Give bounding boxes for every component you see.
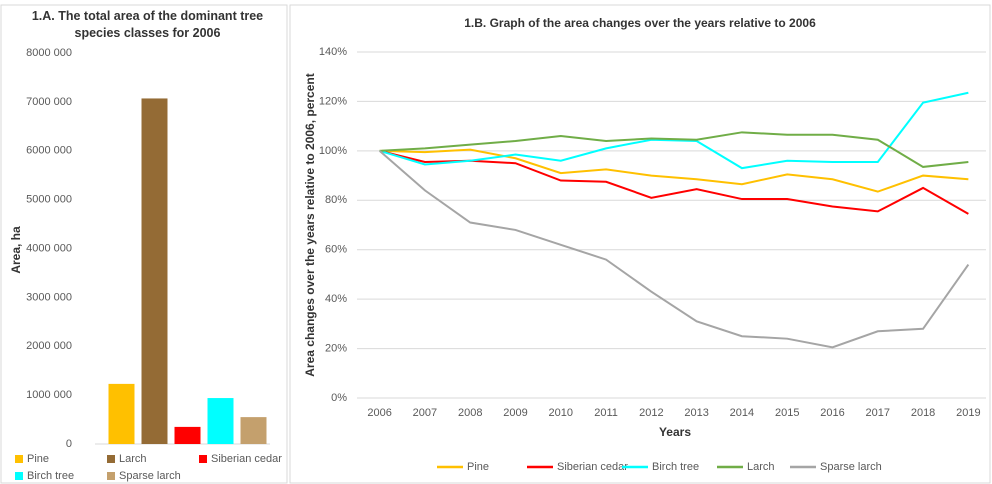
y-tick-label: 3000 000 — [26, 291, 72, 303]
y-tick-label: 2000 000 — [26, 340, 72, 352]
series-line — [379, 91, 969, 170]
y-tick-label: 4000 000 — [26, 242, 72, 254]
y-tick-label: 140% — [319, 46, 347, 58]
x-tick-label: 2015 — [775, 407, 799, 419]
series-line — [379, 149, 969, 215]
x-tick-label: 2010 — [549, 407, 573, 419]
y-tick-label: 6000 000 — [26, 145, 72, 157]
legend-label: Siberian cedar — [211, 453, 282, 465]
x-tick-label: 2011 — [594, 407, 618, 419]
legend-swatch — [15, 455, 23, 463]
legend-label: Larch — [119, 453, 147, 465]
legend-swatch — [199, 455, 207, 463]
series-line — [378, 150, 970, 349]
x-tick-label: 2009 — [503, 407, 527, 419]
bar — [174, 426, 201, 444]
y-tick-label: 80% — [325, 194, 347, 206]
legend-label: Pine — [27, 453, 49, 465]
y-tick-label: 5000 000 — [26, 194, 72, 206]
y-tick-label: 40% — [325, 293, 347, 305]
y-tick-label: 60% — [325, 244, 347, 256]
y-tick-label: 0 — [66, 438, 72, 450]
x-tick-label: 2016 — [820, 407, 844, 419]
bar — [141, 98, 168, 445]
y-tick-label: 7000 000 — [26, 96, 72, 108]
y-tick-label: 8000 000 — [26, 47, 72, 59]
x-tick-label: 2013 — [684, 407, 708, 419]
legend-label: Siberian cedar — [557, 461, 628, 473]
y-axis-title: Area, ha — [9, 226, 23, 274]
y-tick-label: 0% — [331, 392, 347, 404]
legend-label: Birch tree — [652, 461, 699, 473]
x-tick-label: 2018 — [911, 407, 935, 419]
x-tick-label: 2006 — [367, 407, 391, 419]
y-tick-label: 20% — [325, 342, 347, 354]
y-tick-label: 120% — [319, 95, 347, 107]
panel-b — [289, 4, 991, 484]
bar — [108, 383, 135, 444]
legend-label: Birch tree — [27, 470, 74, 482]
x-tick-label: 2007 — [413, 407, 437, 419]
bar — [240, 417, 267, 444]
y-tick-label: 1000 000 — [26, 389, 72, 401]
x-tick-label: 2014 — [730, 407, 754, 419]
legend-swatch — [15, 472, 23, 480]
chart-title: 1.A. The total area of the dominant tree… — [31, 9, 264, 40]
panel-a — [0, 4, 288, 484]
legend-label: Pine — [467, 461, 489, 473]
legend-label: Larch — [747, 461, 775, 473]
x-tick-label: 2008 — [458, 407, 482, 419]
series-line — [379, 148, 969, 193]
bar — [207, 398, 234, 444]
x-axis-title: Years — [659, 425, 691, 439]
x-tick-label: 2017 — [866, 407, 890, 419]
legend-swatch — [107, 472, 115, 480]
x-tick-label: 2012 — [639, 407, 663, 419]
y-axis-title: Area changes over the years relative to … — [303, 73, 317, 377]
series-line — [379, 131, 969, 168]
y-tick-label: 100% — [319, 145, 347, 157]
legend-label: Sparse larch — [820, 461, 882, 473]
legend-label: Sparse larch — [119, 470, 181, 482]
legend-swatch — [107, 455, 115, 463]
x-tick-label: 2019 — [956, 407, 980, 419]
chart-title: 1.B. Graph of the area changes over the … — [464, 16, 816, 30]
